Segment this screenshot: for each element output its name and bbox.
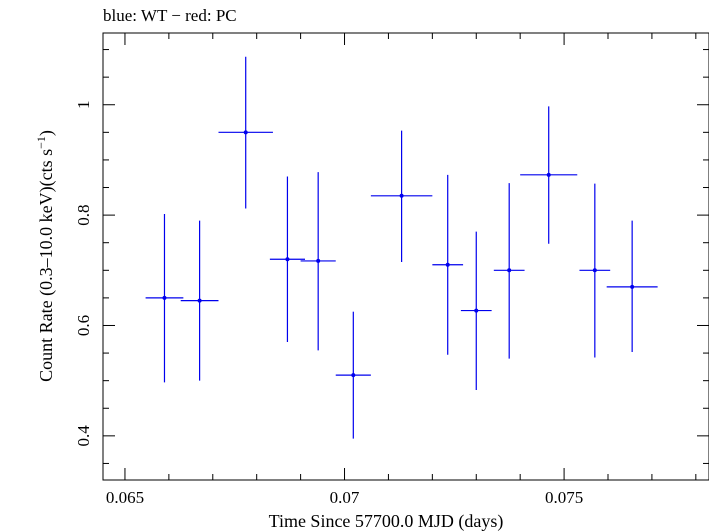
point-marker — [243, 130, 248, 135]
y-axis-label: Count Rate (0.3–10.0 keV)(cts s−1) — [34, 130, 57, 382]
data-point — [145, 214, 184, 383]
data-point — [269, 176, 305, 343]
data-point — [493, 183, 525, 359]
point-marker — [507, 268, 512, 273]
y-tick-label: 0.8 — [74, 204, 93, 225]
y-axis-label-exponent: −1 — [34, 136, 48, 149]
point-marker — [285, 257, 290, 262]
x-axis-label: Time Since 57700.0 MJD (days) — [269, 511, 504, 532]
x-tick-label: 0.07 — [330, 488, 360, 507]
x-tick-labels: 0.065 0.07 0.075 — [106, 488, 583, 507]
point-marker — [162, 295, 167, 300]
data-point — [218, 56, 273, 209]
data-point — [432, 174, 464, 355]
y-axis-label-main: Count Rate (0.3–10.0 keV)(cts s — [36, 149, 57, 382]
y-tick-label: 0.4 — [74, 425, 93, 447]
data-point — [300, 172, 336, 351]
point-marker — [592, 268, 597, 273]
data-point — [180, 220, 219, 381]
y-tick-label: 1 — [74, 100, 93, 109]
data-point — [579, 183, 611, 358]
data-points — [145, 56, 658, 439]
chart-title: blue: WT − red: PC — [103, 6, 237, 25]
axis-ticks — [103, 33, 709, 480]
plot-frame — [102, 32, 709, 481]
data-point — [335, 311, 371, 439]
data-point — [520, 106, 578, 244]
data-point — [460, 231, 492, 391]
point-marker — [445, 262, 450, 267]
point-marker — [316, 258, 321, 263]
y-axis-label-close: ) — [36, 130, 57, 136]
x-tick-label: 0.065 — [106, 488, 144, 507]
point-marker — [197, 298, 202, 303]
x-tick-label: 0.075 — [545, 488, 583, 507]
point-marker — [351, 373, 356, 378]
point-marker — [399, 193, 404, 198]
y-tick-label: 0.6 — [74, 315, 93, 336]
y-tick-labels: 0.4 0.6 0.8 1 — [74, 100, 93, 446]
data-point — [370, 130, 433, 263]
point-marker — [546, 172, 551, 177]
point-marker — [630, 284, 635, 289]
point-marker — [474, 308, 479, 313]
data-point — [606, 220, 658, 352]
